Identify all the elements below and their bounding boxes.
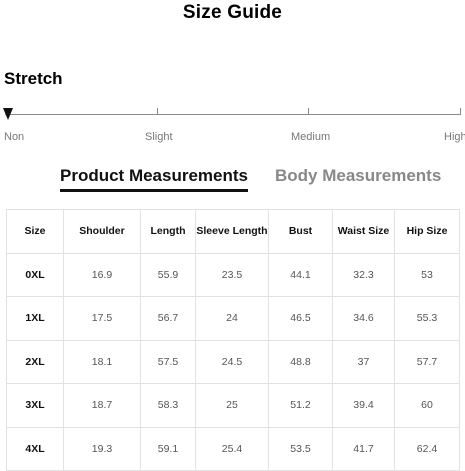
table-cell: 51.2 — [268, 383, 333, 428]
table-cell: 39.4 — [332, 383, 395, 428]
stretch-scale-slight: Slight — [145, 131, 173, 143]
table-cell: 18.7 — [63, 383, 141, 428]
table-cell: 41.7 — [332, 426, 395, 471]
table-row: 4XL 19.3 59.1 25.4 53.5 41.7 62.4 — [6, 426, 460, 471]
stretch-tick-high — [460, 108, 461, 115]
table-cell: 19.3 — [63, 426, 141, 471]
tab-product-measurements[interactable]: Product Measurements — [60, 166, 248, 192]
header-sleeve-length: Sleeve Length — [195, 209, 269, 254]
table-cell: 56.7 — [140, 296, 196, 341]
table-cell-size: 3XL — [6, 383, 64, 428]
header-size: Size — [6, 209, 64, 254]
header-shoulder: Shoulder — [63, 209, 141, 254]
table-cell: 58.3 — [140, 383, 196, 428]
table-cell: 18.1 — [63, 339, 141, 384]
table-cell-size: 1XL — [6, 296, 64, 341]
table-cell: 46.5 — [268, 296, 333, 341]
stretch-marker-icon — [3, 108, 13, 120]
table-cell: 62.4 — [394, 426, 460, 471]
header-waist-size: Waist Size — [332, 209, 395, 254]
table-cell: 53.5 — [268, 426, 333, 471]
table-cell: 37 — [332, 339, 395, 384]
tab-product-measurements-label: Product Measurements — [60, 166, 248, 185]
header-bust: Bust — [268, 209, 333, 254]
table-cell: 24.5 — [195, 339, 269, 384]
table-cell: 59.1 — [140, 426, 196, 471]
table-cell: 34.6 — [332, 296, 395, 341]
size-table: Size Shoulder Length Sleeve Length Bust … — [6, 209, 460, 471]
table-row: 0XL 16.9 55.9 23.5 44.1 32.3 53 — [6, 252, 460, 297]
stretch-tick-slight — [157, 108, 158, 115]
stretch-label: Stretch — [4, 69, 63, 88]
table-cell: 23.5 — [195, 252, 269, 297]
tab-body-measurements[interactable]: Body Measurements — [275, 166, 441, 186]
table-cell: 25.4 — [195, 426, 269, 471]
header-hip-size: Hip Size — [394, 209, 460, 254]
table-row: 1XL 17.5 56.7 24 46.5 34.6 55.3 — [6, 296, 460, 341]
table-cell: 57.5 — [140, 339, 196, 384]
stretch-tick-medium — [308, 108, 309, 115]
table-cell: 32.3 — [332, 252, 395, 297]
table-row: 3XL 18.7 58.3 25 51.2 39.4 60 — [6, 383, 460, 428]
table-cell: 53 — [394, 252, 460, 297]
table-cell: 55.9 — [140, 252, 196, 297]
stretch-scale-medium: Medium — [291, 131, 331, 143]
table-header-row: Size Shoulder Length Sleeve Length Bust … — [6, 209, 460, 254]
table-cell: 44.1 — [268, 252, 333, 297]
stretch-scale-non: Non — [4, 131, 25, 143]
table-cell: 17.5 — [63, 296, 141, 341]
table-row: 2XL 18.1 57.5 24.5 48.8 37 57.7 — [6, 339, 460, 384]
table-cell-size: 4XL — [6, 426, 64, 471]
header-length: Length — [140, 209, 196, 254]
stretch-scale-line — [5, 114, 461, 115]
active-tab-underline — [60, 189, 248, 192]
table-cell: 60 — [394, 383, 460, 428]
stretch-scale-high: High — [444, 131, 465, 143]
table-cell: 24 — [195, 296, 269, 341]
table-cell: 57.7 — [394, 339, 460, 384]
table-cell: 16.9 — [63, 252, 141, 297]
page-title: Size Guide — [182, 2, 283, 23]
table-cell: 55.3 — [394, 296, 460, 341]
table-cell-size: 0XL — [6, 252, 64, 297]
table-cell: 48.8 — [268, 339, 333, 384]
table-cell-size: 2XL — [6, 339, 64, 384]
tab-body-measurements-label: Body Measurements — [275, 166, 442, 185]
table-cell: 25 — [195, 383, 269, 428]
